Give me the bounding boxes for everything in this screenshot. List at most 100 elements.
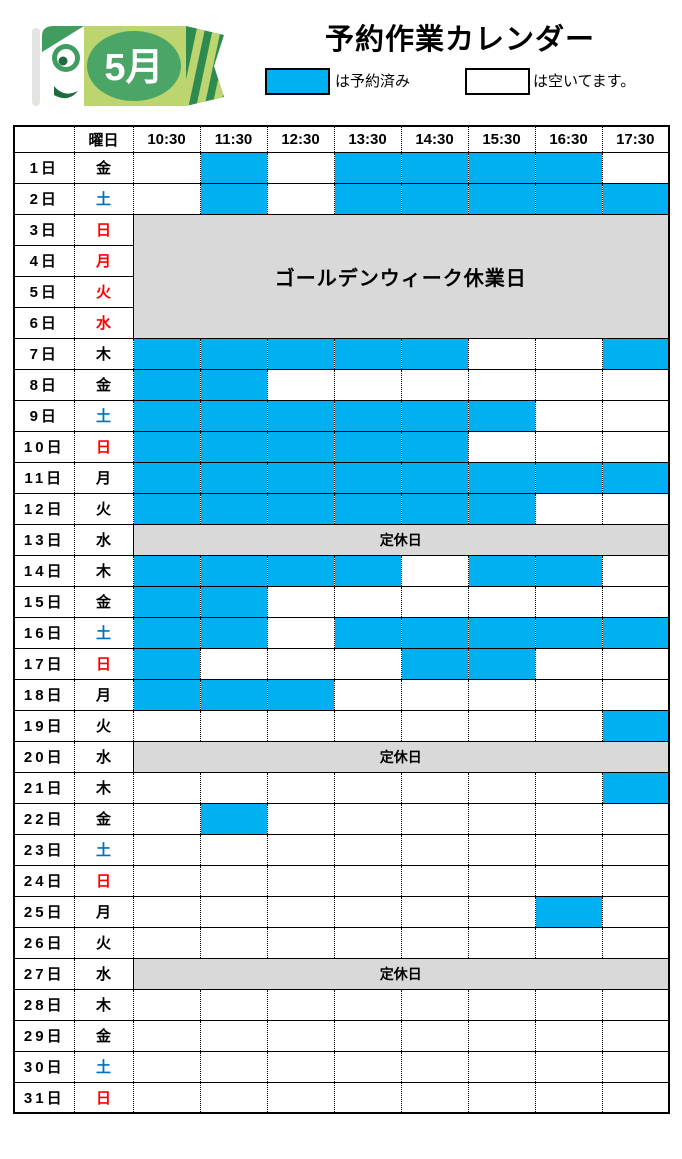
calendar-row-3: 3日日ゴールデンウィーク休業日: [13, 213, 669, 338]
slot-cell-21-1130: [199, 771, 267, 803]
slot-cell-30-1230: [266, 1050, 334, 1082]
slot-cell-24-1130: [199, 864, 267, 896]
slot-cell-15-1530: [467, 585, 535, 617]
day-label-29: 29日: [13, 1019, 74, 1051]
slot-cell-25-1630: [534, 895, 602, 927]
day-label-31: 31日: [13, 1081, 74, 1113]
page-title: 予約作業カレンダー: [324, 24, 595, 56]
time-header-1530: 15:30: [467, 125, 535, 152]
regular-holiday-cell-27: 定休日: [132, 957, 669, 989]
slot-cell-23-1030: [132, 833, 200, 865]
slot-cell-26-1030: [132, 926, 200, 958]
day-label-21: 21日: [13, 771, 74, 803]
slot-cell-21-1230: [266, 771, 334, 803]
weekday-label-7: 木: [73, 337, 133, 369]
day-label-27: 27日: [13, 957, 74, 989]
day-label-15: 15日: [13, 585, 74, 617]
slot-cell-24-1230: [266, 864, 334, 896]
calendar-row-7: 7日木: [13, 337, 669, 369]
slot-cell-18-1430: [400, 678, 468, 710]
weekday-label-12: 火: [73, 492, 133, 524]
slot-cell-16-1430: [400, 616, 468, 648]
slot-cell-15-1030: [132, 585, 200, 617]
calendar-row-19: 19日火: [13, 709, 669, 741]
page-header: 5月 予約作業カレンダー は予約済み は空いてます。: [0, 0, 682, 125]
slot-cell-2-1630: [534, 182, 602, 214]
slot-cell-21-1030: [132, 771, 200, 803]
slot-cell-7-1530: [467, 337, 535, 369]
slot-cell-14-1730: [601, 554, 669, 586]
slot-cell-25-1730: [601, 895, 669, 927]
slot-cell-28-1630: [534, 988, 602, 1020]
weekday-label-23: 土: [73, 833, 133, 865]
slot-cell-12-1030: [132, 492, 200, 524]
slot-cell-9-1130: [199, 399, 267, 431]
calendar-row-30: 30日土: [13, 1050, 669, 1082]
slot-cell-7-1030: [132, 337, 200, 369]
calendar-row-26: 26日火: [13, 926, 669, 958]
calendar-row-24: 24日日: [13, 864, 669, 896]
slot-cell-17-1430: [400, 647, 468, 679]
slot-cell-11-1030: [132, 461, 200, 493]
slot-cell-12-1730: [601, 492, 669, 524]
slot-cell-26-1630: [534, 926, 602, 958]
calendar-row-9: 9日土: [13, 399, 669, 431]
slot-cell-2-1730: [601, 182, 669, 214]
slot-cell-28-1330: [333, 988, 401, 1020]
slot-cell-24-1530: [467, 864, 535, 896]
slot-cell-2-1530: [467, 182, 535, 214]
slot-cell-11-1530: [467, 461, 535, 493]
slot-cell-7-1130: [199, 337, 267, 369]
time-header-1230: 12:30: [266, 125, 334, 152]
legend-reserved-swatch: [265, 68, 330, 95]
slot-cell-19-1030: [132, 709, 200, 741]
weekday-label-31: 日: [73, 1081, 133, 1113]
slot-cell-21-1730: [601, 771, 669, 803]
slot-cell-1-1330: [333, 151, 401, 183]
slot-cell-22-1530: [467, 802, 535, 834]
slot-cell-17-1130: [199, 647, 267, 679]
calendar-row-4: 4日月: [13, 244, 669, 276]
slot-cell-14-1030: [132, 554, 200, 586]
day-label-19: 19日: [13, 709, 74, 741]
slot-cell-12-1530: [467, 492, 535, 524]
slot-cell-19-1630: [534, 709, 602, 741]
slot-cell-14-1530: [467, 554, 535, 586]
day-label-14: 14日: [13, 554, 74, 586]
slot-cell-2-1030: [132, 182, 200, 214]
weekday-label-26: 火: [73, 926, 133, 958]
slot-cell-19-1430: [400, 709, 468, 741]
slot-cell-11-1630: [534, 461, 602, 493]
weekday-label-28: 木: [73, 988, 133, 1020]
slot-cell-2-1430: [400, 182, 468, 214]
slot-cell-30-1630: [534, 1050, 602, 1082]
slot-cell-25-1430: [400, 895, 468, 927]
slot-cell-29-1330: [333, 1019, 401, 1051]
calendar-row-6: 6日水: [13, 306, 669, 338]
slot-cell-14-1430: [400, 554, 468, 586]
slot-cell-19-1330: [333, 709, 401, 741]
slot-cell-15-1330: [333, 585, 401, 617]
slot-cell-29-1030: [132, 1019, 200, 1051]
slot-cell-31-1430: [400, 1081, 468, 1113]
day-label-6: 6日: [13, 306, 74, 338]
calendar-row-22: 22日金: [13, 802, 669, 834]
slot-cell-31-1330: [333, 1081, 401, 1113]
slot-cell-9-1630: [534, 399, 602, 431]
slot-cell-10-1230: [266, 430, 334, 462]
day-label-16: 16日: [13, 616, 74, 648]
slot-cell-2-1130: [199, 182, 267, 214]
weekday-label-11: 月: [73, 461, 133, 493]
slot-cell-17-1530: [467, 647, 535, 679]
day-label-7: 7日: [13, 337, 74, 369]
slot-cell-2-1230: [266, 182, 334, 214]
slot-cell-22-1630: [534, 802, 602, 834]
calendar-row-28: 28日木: [13, 988, 669, 1020]
slot-cell-7-1430: [400, 337, 468, 369]
slot-cell-11-1730: [601, 461, 669, 493]
day-label-22: 22日: [13, 802, 74, 834]
slot-cell-17-1330: [333, 647, 401, 679]
day-label-2: 2日: [13, 182, 74, 214]
day-label-11: 11日: [13, 461, 74, 493]
slot-cell-22-1330: [333, 802, 401, 834]
